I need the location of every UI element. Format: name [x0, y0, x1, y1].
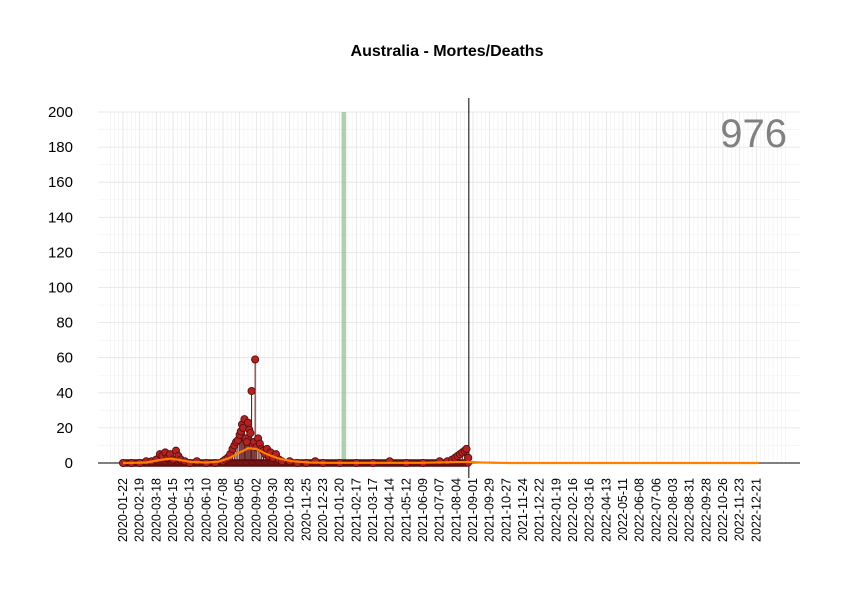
y-tick-label: 80 — [56, 315, 73, 332]
y-axis: 0 20 40 60 80 100 120 140 160 180 200 — [48, 104, 73, 472]
x-tick-label: 2020-12-23 — [316, 478, 330, 542]
data-point — [251, 355, 260, 364]
x-tick-label: 2022-01-19 — [549, 478, 563, 542]
y-tick-label: 120 — [48, 244, 73, 261]
x-tick-label: 2022-08-31 — [683, 478, 697, 542]
data-point — [464, 453, 473, 462]
x-axis: 2020-01-22 2020-02-19 2020-03-18 2020-04-15… — [116, 478, 763, 542]
x-tick-label: 2022-07-06 — [649, 478, 663, 542]
x-tick-label: 2020-08-05 — [233, 478, 247, 542]
data-point — [246, 429, 255, 438]
x-tick-label: 2022-02-16 — [566, 478, 580, 542]
x-tick-label: 2021-08-04 — [449, 478, 463, 542]
x-tick-label: 2022-08-03 — [666, 478, 680, 542]
highlight-band-rect — [341, 112, 347, 463]
series — [118, 355, 759, 468]
y-tick-label: 60 — [56, 350, 73, 367]
x-tick-label: 2020-02-19 — [133, 478, 147, 542]
y-tick-label: 0 — [65, 455, 73, 472]
x-tick-label: 2022-03-16 — [583, 478, 597, 542]
x-tick-label: 2022-11-23 — [733, 478, 747, 541]
highlight-band — [341, 112, 347, 463]
y-tick-label: 140 — [48, 209, 73, 226]
x-tick-label: 2020-03-18 — [149, 478, 163, 542]
x-tick-label: 2021-07-07 — [433, 478, 447, 542]
data-point — [311, 457, 320, 466]
data-point — [247, 386, 256, 396]
x-tick-label: 2020-06-10 — [199, 478, 213, 542]
x-tick-label: 2022-06-08 — [633, 478, 647, 542]
data-point — [462, 444, 471, 454]
x-tick-label: 2021-09-29 — [483, 478, 497, 542]
x-tick-label: 2022-04-13 — [599, 478, 613, 542]
y-tick-label: 40 — [56, 385, 73, 402]
x-tick-label: 2021-11-24 — [516, 478, 530, 541]
x-tick-label: 2022-10-26 — [716, 478, 730, 542]
x-tick-label: 2020-10-28 — [283, 478, 297, 542]
data-point — [243, 418, 253, 427]
x-tick-label: 2022-05-11 — [616, 478, 630, 541]
x-tick-label: 2020-05-13 — [183, 478, 197, 542]
x-tick-label: 2021-02-17 — [349, 478, 363, 542]
chart-title: Australia - Mortes/Deaths — [351, 43, 544, 60]
y-tick-label: 100 — [48, 280, 73, 297]
x-tick-label: 2022-09-28 — [699, 478, 713, 542]
grid — [98, 111, 800, 464]
smoothed-line — [122, 447, 759, 465]
y-tick-label: 200 — [48, 104, 73, 121]
y-tick-label: 180 — [48, 139, 73, 156]
x-tick-label: 2021-12-22 — [533, 478, 547, 542]
x-tick-label: 2021-03-17 — [366, 478, 380, 542]
x-tick-label: 2020-04-15 — [166, 478, 180, 542]
x-tick-label: 2020-07-08 — [216, 478, 230, 542]
x-tick-label: 2020-09-02 — [249, 478, 263, 542]
x-tick-label: 2020-09-30 — [266, 478, 280, 542]
x-tick-label: 2020-11-25 — [299, 478, 313, 541]
y-tick-label: 160 — [48, 174, 73, 191]
x-tick-label: 2021-10-27 — [499, 478, 513, 542]
x-tick-label: 2021-05-12 — [399, 478, 413, 542]
x-tick-label: 2021-01-20 — [333, 478, 347, 542]
x-tick-label: 2021-09-01 — [466, 478, 480, 542]
x-tick-label: 2021-04-14 — [383, 478, 397, 542]
x-tick-label: 2020-01-22 — [116, 478, 130, 542]
x-tick-label: 2022-12-21 — [749, 478, 763, 542]
y-tick-label: 20 — [56, 420, 73, 437]
total-deaths-label: 976 — [720, 112, 787, 156]
x-tick-label: 2021-06-09 — [416, 478, 430, 542]
